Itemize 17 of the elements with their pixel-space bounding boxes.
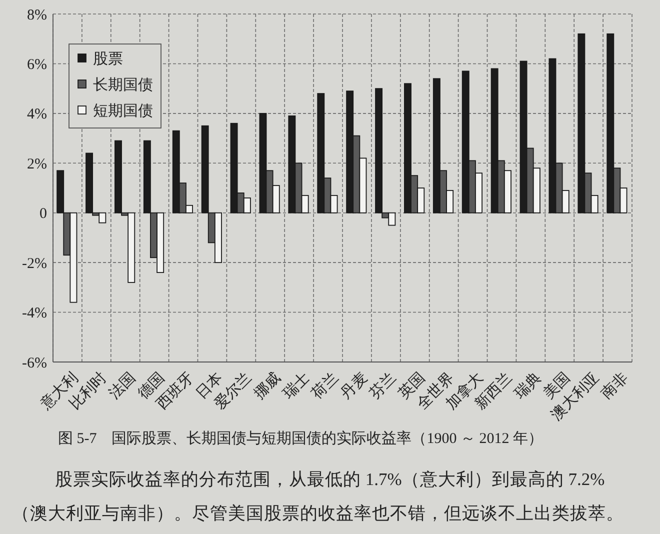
y-tick-label: -6%	[22, 355, 47, 372]
legend-label: 长期国债	[93, 76, 153, 94]
y-tick-label: 6%	[27, 56, 47, 73]
x-tick-label: 荷兰	[308, 369, 342, 402]
legend-label: 短期国债	[93, 102, 153, 120]
x-tick-label: 南非	[598, 369, 632, 402]
y-tick-label: -4%	[22, 306, 47, 322]
y-tick-label: 4%	[27, 106, 47, 123]
text: 图 5-7 国际股票、长期国债与短期国债的实际收益率（1900 ～ 2012 年）	[58, 430, 543, 447]
x-tick-label: 法国	[106, 369, 140, 402]
y-tick-label: 8%	[27, 7, 47, 24]
y-tick-label: 2%	[27, 156, 47, 172]
x-tick-label: 瑞典	[511, 369, 544, 402]
legend-label: 股票	[93, 51, 123, 68]
text: 股票实际收益率的分布范围，从最低的 1.7%（意大利）到最高的 7.2%（澳大利亚与南非）。尽管美国股票的收益率也不错，但远谈不上出类拔萃。	[12, 469, 624, 523]
y-tick-label: 0	[40, 206, 47, 222]
y-tick-label: -2%	[22, 256, 47, 272]
